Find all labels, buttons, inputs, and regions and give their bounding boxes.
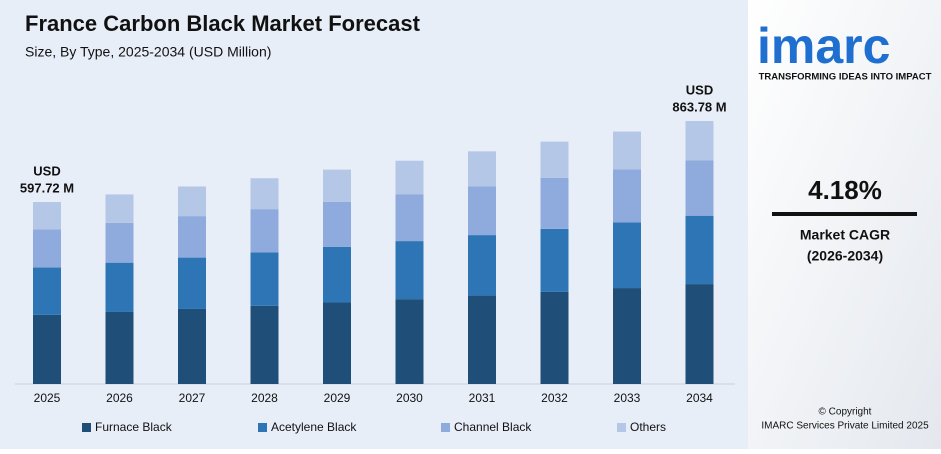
copyright: © Copyright [819, 407, 872, 418]
bar-segment [468, 151, 496, 187]
bar-segment [33, 267, 61, 315]
x-tick-label: 2025 [34, 391, 61, 405]
legend-label: Acetylene Black [271, 420, 357, 434]
bar-segment [33, 314, 61, 384]
bar-segment [33, 229, 61, 268]
company: IMARC Services Private Limited 2025 [761, 421, 929, 432]
bar-segment [323, 302, 351, 384]
bar-segment [323, 201, 351, 247]
x-tick-label: 2033 [614, 391, 641, 405]
bar-segment [540, 228, 569, 292]
annotation-prefix: USD [33, 163, 60, 178]
x-tick-label: 2034 [686, 391, 713, 405]
legend-swatch [441, 423, 450, 432]
bar-segment [540, 177, 569, 229]
bar-segment [685, 160, 714, 216]
bar-segment [395, 241, 424, 300]
x-tick-label: 2026 [106, 391, 133, 405]
bar-segment [105, 311, 134, 384]
bar-segment [395, 194, 424, 242]
bar-segment [105, 222, 134, 263]
bar-segment [685, 284, 714, 384]
x-tick-label: 2031 [469, 391, 496, 405]
x-tick-label: 2030 [396, 391, 423, 405]
cagr-period: (2026-2034) [807, 248, 883, 264]
x-tick-label: 2032 [541, 391, 568, 405]
bar-segment [685, 215, 714, 285]
legend-label: Furnace Black [95, 420, 173, 434]
x-tick-label: 2029 [324, 391, 351, 405]
legend-swatch [258, 423, 267, 432]
bar-segment [250, 209, 279, 253]
bar-segment [613, 288, 641, 384]
legend-label: Channel Black [454, 420, 532, 434]
bar-segment [323, 169, 351, 202]
bar-segment [540, 291, 569, 384]
bar-segment [685, 121, 714, 161]
x-tick-label: 2027 [179, 391, 206, 405]
bar-segment [323, 246, 351, 303]
sidebar-background [748, 0, 941, 449]
annotation-prefix: USD [686, 82, 713, 97]
bar-segment [250, 252, 279, 306]
bar-segment [250, 305, 279, 384]
bar-segment [178, 186, 206, 217]
bar-segment [613, 131, 641, 170]
bar-segment [613, 169, 641, 223]
cagr-value: 4.18% [808, 175, 882, 205]
bar-segment [178, 257, 206, 309]
bar-segment [613, 222, 641, 289]
bar-segment [395, 299, 424, 384]
chart-title: France Carbon Black Market Forecast [25, 11, 421, 36]
bar-segment [468, 186, 496, 236]
annotation-label: 597.72 M [20, 180, 74, 195]
x-tick-label: 2028 [251, 391, 278, 405]
bar-segment [250, 178, 279, 210]
bar-segment [540, 141, 569, 178]
bar-segment [468, 235, 496, 296]
bar-segment [33, 202, 61, 230]
bar-segment [178, 216, 206, 258]
bar-segment [105, 262, 134, 312]
bar-segment [468, 295, 496, 384]
bar-segment [178, 308, 206, 384]
annotation-label: 863.78 M [672, 99, 726, 114]
logo: imarc [757, 18, 890, 74]
legend-swatch [82, 423, 91, 432]
legend-label: Others [630, 420, 666, 434]
chart-subtitle: Size, By Type, 2025-2034 (USD Million) [25, 44, 271, 60]
bar-segment [105, 194, 134, 223]
legend-swatch [617, 423, 626, 432]
tagline: TRANSFORMING IDEAS INTO IMPACT [759, 72, 932, 83]
bar-segment [395, 160, 424, 195]
cagr-label: Market CAGR [800, 227, 890, 243]
